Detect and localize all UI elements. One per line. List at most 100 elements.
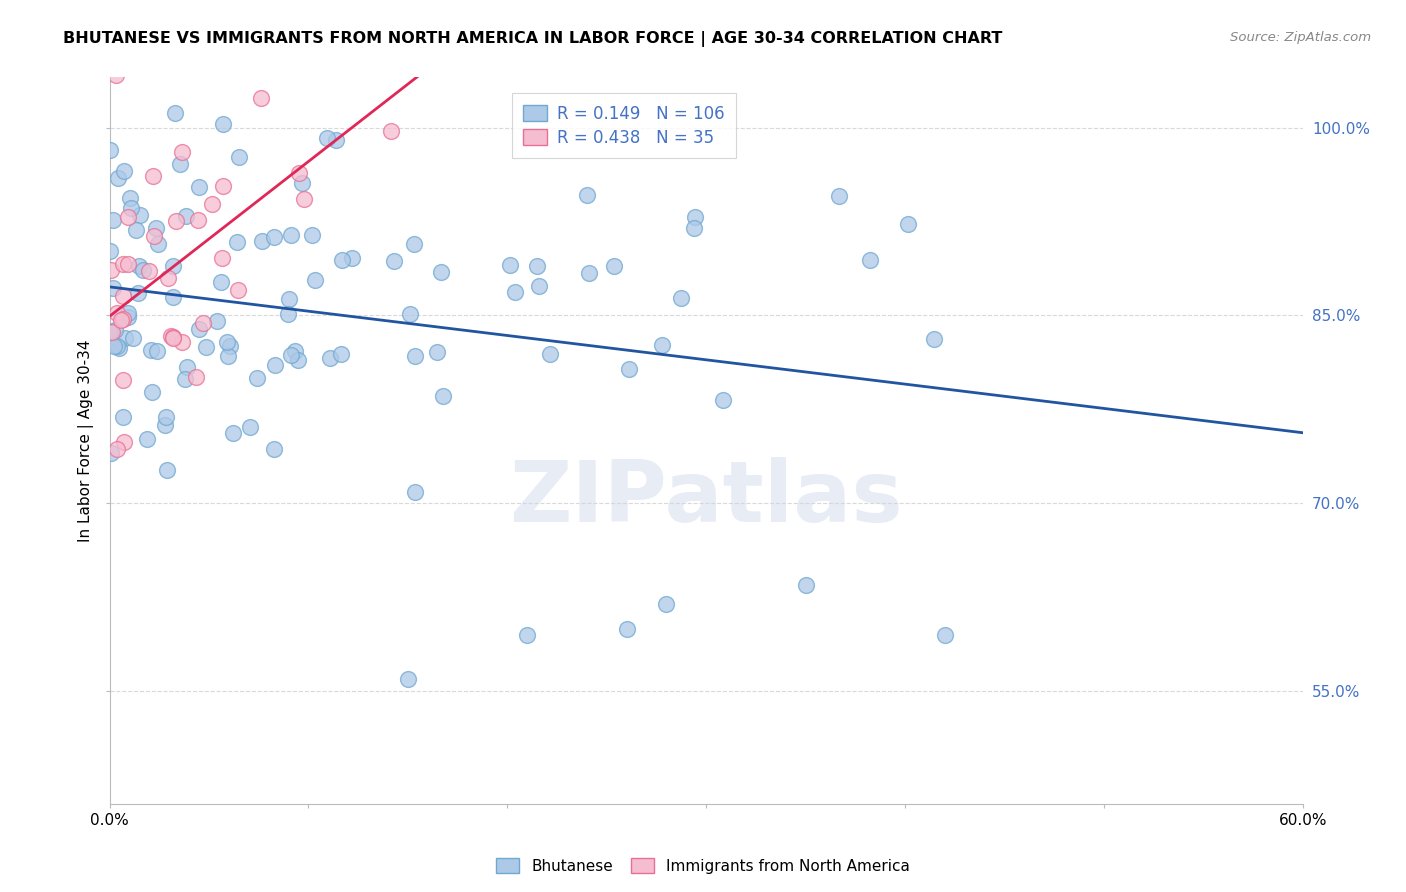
Point (156, 270, 179, 285)
Point (205, 313, 228, 327)
Point (117, 256, 139, 270)
Point (922, 332, 945, 346)
Point (162, 290, 184, 304)
Point (250, 91, 273, 105)
Point (98, 325, 121, 339)
Point (141, 385, 163, 400)
Point (380, 123, 402, 137)
Text: ZIPatlas: ZIPatlas (509, 458, 903, 541)
Point (128, 208, 150, 222)
Point (287, 352, 309, 367)
Point (139, 343, 162, 358)
Point (669, 291, 692, 305)
Point (228, 150, 250, 164)
Point (683, 210, 706, 224)
Point (277, 307, 299, 321)
Point (277, 292, 299, 306)
Point (101, 325, 124, 339)
Point (174, 372, 197, 386)
Point (503, 285, 526, 300)
Point (402, 236, 425, 251)
Point (195, 340, 218, 354)
Point (934, 628, 956, 642)
Point (170, 334, 193, 349)
Point (404, 485, 426, 500)
Point (263, 230, 285, 244)
Point (330, 253, 353, 268)
Point (169, 157, 191, 171)
Point (148, 236, 170, 251)
Point (218, 339, 240, 353)
Legend: Bhutanese, Immigrants from North America: Bhutanese, Immigrants from North America (489, 852, 917, 880)
Point (432, 389, 454, 403)
Point (153, 417, 176, 432)
Point (104, 323, 127, 337)
Point (382, 254, 405, 268)
Point (211, 117, 233, 131)
Point (897, 218, 920, 232)
Point (105, 442, 128, 457)
Point (138, 264, 160, 278)
Point (527, 279, 550, 293)
Point (187, 321, 209, 335)
Point (139, 21, 162, 35)
Point (603, 259, 626, 273)
Point (304, 273, 326, 287)
Point (100, 446, 122, 460)
Point (264, 358, 287, 372)
Point (146, 344, 169, 359)
Point (217, 349, 239, 363)
Point (107, 341, 129, 355)
Point (209, 275, 232, 289)
Point (211, 251, 233, 265)
Point (155, 409, 177, 424)
Point (617, 362, 640, 376)
Point (103, 339, 125, 353)
Point (111, 257, 134, 271)
Point (125, 223, 148, 237)
Point (325, 133, 347, 147)
Point (859, 253, 882, 268)
Point (794, 578, 817, 592)
Point (292, 192, 315, 206)
Point (339, 23, 361, 37)
Point (120, 191, 142, 205)
Point (162, 331, 184, 345)
Point (120, 201, 142, 215)
Point (239, 420, 262, 434)
Point (396, 672, 419, 686)
Point (711, 392, 734, 407)
Point (105, 339, 128, 353)
Point (162, 330, 184, 344)
Point (280, 347, 302, 361)
Point (250, 234, 273, 248)
Point (201, 196, 224, 211)
Point (538, 347, 561, 361)
Point (682, 221, 704, 235)
Point (128, 259, 150, 273)
Point (122, 330, 145, 344)
Point (112, 311, 135, 326)
Point (100, 262, 122, 277)
Point (301, 228, 323, 243)
Point (499, 258, 522, 272)
Point (315, 131, 337, 145)
Point (105, 306, 128, 320)
Point (526, 259, 548, 273)
Point (117, 310, 139, 325)
Point (112, 164, 135, 178)
Point (145, 221, 167, 235)
Point (176, 210, 198, 224)
Point (136, 432, 159, 446)
Point (655, 597, 678, 611)
Point (162, 259, 184, 273)
Point (142, 229, 165, 244)
Point (319, 351, 342, 365)
Point (245, 370, 267, 384)
Point (111, 372, 134, 386)
Point (156, 463, 179, 477)
Point (228, 283, 250, 297)
Point (165, 214, 187, 228)
Point (651, 338, 673, 352)
Point (576, 187, 599, 202)
